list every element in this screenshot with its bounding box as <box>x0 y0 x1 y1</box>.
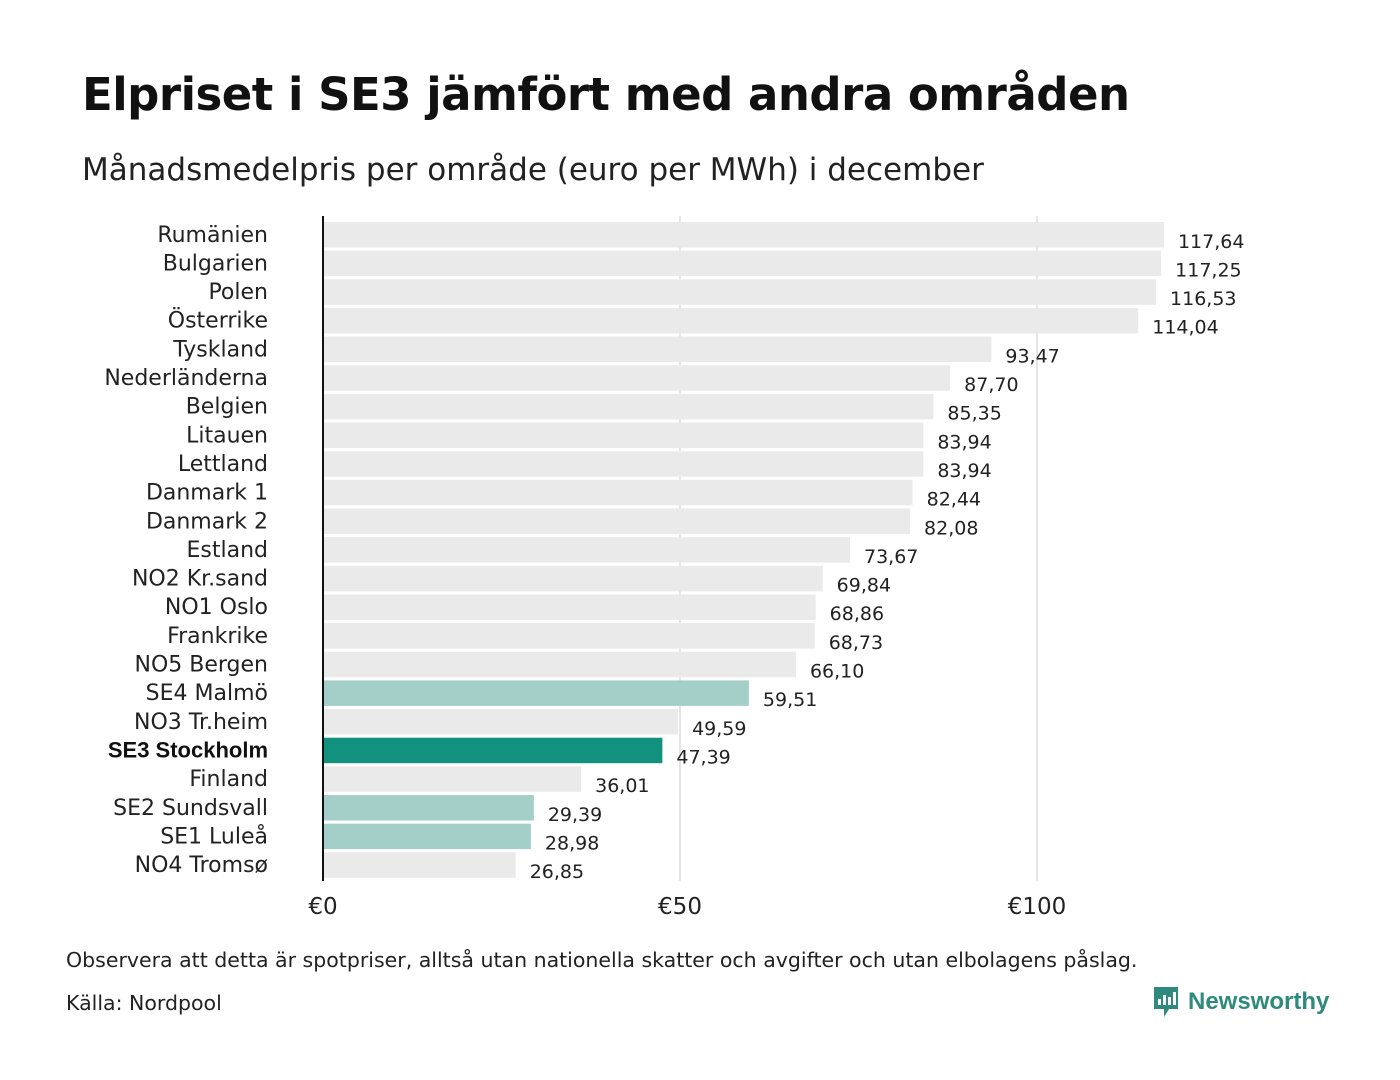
bar-sterrike <box>324 307 1139 334</box>
category-label-danmark-1: Danmark 1 <box>146 481 268 506</box>
category-label-se1-lule: SE1 Luleå <box>160 823 268 849</box>
category-label-frankrike: Frankrike <box>167 624 268 649</box>
category-label-no3-tr-heim: NO3 Tr.heim <box>134 710 268 735</box>
value-label-tyskland: 93,47 <box>1005 345 1059 367</box>
value-label-no3-tr-heim: 49,59 <box>692 718 746 740</box>
value-label-danmark-1: 82,44 <box>927 489 981 511</box>
bar-litauen <box>324 422 924 449</box>
category-label-no4-troms: NO4 Tromsø <box>135 853 268 878</box>
bar-no2-kr-sand <box>324 565 823 592</box>
bar-finland <box>324 766 582 792</box>
x-tick-label-0: €0 <box>308 894 337 920</box>
chart-subtitle: Månadsmedelpris per område (euro per MWh… <box>82 152 984 188</box>
category-label-rum-nien: Rumänien <box>157 223 268 248</box>
brand-logo: Newsworthy <box>1152 985 1329 1019</box>
category-label-se4-malm: SE4 Malmö <box>146 681 268 706</box>
bar-lettland <box>324 451 924 477</box>
value-label-estland: 73,67 <box>864 546 918 568</box>
bar-se4-malm <box>324 680 749 706</box>
category-label-no2-kr-sand: NO2 Kr.sand <box>132 567 268 592</box>
value-label-se1-lule: 28,98 <box>545 832 599 854</box>
category-label-litauen: Litauen <box>186 423 268 448</box>
value-label-lettland: 83,94 <box>937 460 991 482</box>
bar-se1-lule <box>324 823 531 850</box>
newsworthy-logo-icon <box>1154 987 1178 1017</box>
bar-no5-bergen <box>324 651 796 678</box>
chart-title: Elpriset i SE3 jämfört med andra områden <box>82 68 1130 121</box>
value-label-belgien: 85,35 <box>947 403 1001 425</box>
bar-chart: Rumänien Bulgarien Polen Österrike Tyskland N… <box>104 216 1245 920</box>
category-label-tyskland: Tyskland <box>172 337 268 362</box>
category-labels: Rumänien Bulgarien Polen Österrike Tyskland N… <box>104 223 268 878</box>
value-label-no5-bergen: 66,10 <box>810 661 864 683</box>
category-label-belgien: Belgien <box>186 395 268 420</box>
value-label-frankrike: 68,73 <box>829 632 883 654</box>
value-label-no1-oslo: 68,86 <box>830 603 884 625</box>
category-label-se3-stockholm: SE3 Stockholm <box>108 737 268 762</box>
source-note: Källa: Nordpool <box>66 991 222 1015</box>
x-axis-ticks: €0 €50 €100 <box>308 894 1066 920</box>
value-label-danmark-2: 82,08 <box>924 517 978 539</box>
bar-bulgarien <box>324 250 1162 277</box>
value-label-rum-nien: 117,64 <box>1178 231 1244 253</box>
category-label-no5-bergen: NO5 Bergen <box>135 653 269 678</box>
value-labels: 117,64 117,25 116,53 114,04 93,47 87,70 85,35 8… <box>530 231 1245 883</box>
bars <box>324 222 1164 878</box>
value-label-litauen: 83,94 <box>937 431 991 453</box>
category-label-estland: Estland <box>187 538 269 563</box>
bar-no4-troms <box>324 852 516 878</box>
footnote: Observera att detta är spotpriser, allts… <box>66 948 1138 972</box>
bar-estland <box>324 537 851 563</box>
bar-rum-nien <box>324 222 1164 248</box>
value-label-se3-stockholm: 47,39 <box>676 746 730 768</box>
category-label-nederl-nderna: Nederländerna <box>104 366 268 391</box>
category-label-no1-oslo: NO1 Oslo <box>165 595 268 620</box>
bar-danmark-2 <box>324 508 911 534</box>
bar-danmark-1 <box>324 479 913 506</box>
category-label-se2-sundsvall: SE2 Sundsvall <box>113 796 268 821</box>
value-label-no2-kr-sand: 69,84 <box>837 575 891 597</box>
bar-frankrike <box>324 623 815 649</box>
bar-no1-oslo <box>324 594 816 620</box>
value-label-polen: 116,53 <box>1170 288 1236 310</box>
category-label-polen: Polen <box>208 280 268 305</box>
category-label-lettland: Lettland <box>178 452 268 477</box>
category-label-sterrike: Österrike <box>168 308 268 334</box>
value-label-se2-sundsvall: 29,39 <box>548 804 602 826</box>
bar-polen <box>324 279 1157 305</box>
x-tick-label-50: €50 <box>658 894 702 920</box>
category-label-finland: Finland <box>189 767 268 792</box>
x-tick-label-100: €100 <box>1008 894 1067 920</box>
value-label-bulgarien: 117,25 <box>1175 259 1241 281</box>
category-label-danmark-2: Danmark 2 <box>146 509 268 534</box>
category-label-bulgarien: Bulgarien <box>163 251 268 276</box>
bar-tyskland <box>324 336 992 363</box>
brand-name: Newsworthy <box>1188 988 1330 1015</box>
value-label-no4-troms: 26,85 <box>530 861 584 883</box>
bar-se2-sundsvall <box>324 795 534 821</box>
bar-belgien <box>324 393 934 420</box>
bar-se3-stockholm <box>324 737 663 764</box>
value-label-finland: 36,01 <box>595 775 649 797</box>
bar-nederl-nderna <box>324 365 951 391</box>
value-label-sterrike: 114,04 <box>1152 317 1218 339</box>
value-label-nederl-nderna: 87,70 <box>964 374 1018 396</box>
value-label-se4-malm: 59,51 <box>763 689 817 711</box>
bar-no3-tr-heim <box>324 709 679 735</box>
